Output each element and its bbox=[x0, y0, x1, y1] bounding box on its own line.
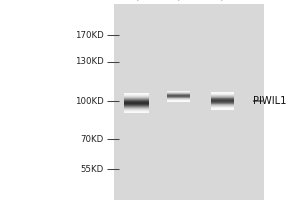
Bar bbox=[167, 95, 190, 96]
Bar bbox=[124, 106, 149, 107]
Bar bbox=[211, 92, 234, 93]
Bar bbox=[211, 97, 234, 98]
Text: 55KD: 55KD bbox=[80, 164, 104, 173]
Bar bbox=[211, 93, 234, 94]
Bar bbox=[124, 110, 149, 111]
Bar bbox=[167, 99, 190, 100]
Bar bbox=[211, 107, 234, 108]
Bar bbox=[211, 104, 234, 105]
Text: 70KD: 70KD bbox=[80, 134, 104, 144]
Bar bbox=[124, 103, 149, 104]
Bar bbox=[211, 108, 234, 109]
Text: 170KD: 170KD bbox=[75, 30, 104, 40]
Bar bbox=[124, 93, 149, 94]
Bar bbox=[211, 96, 234, 97]
Bar bbox=[124, 107, 149, 108]
Bar bbox=[124, 102, 149, 103]
Bar bbox=[124, 101, 149, 102]
Bar bbox=[124, 99, 149, 100]
Bar bbox=[211, 100, 234, 101]
Bar bbox=[167, 101, 190, 102]
Bar bbox=[114, 4, 264, 200]
Bar bbox=[167, 92, 190, 93]
Bar bbox=[124, 95, 149, 96]
Bar bbox=[211, 109, 234, 110]
Bar bbox=[211, 106, 234, 107]
Bar bbox=[124, 105, 149, 106]
Text: PIWIL1: PIWIL1 bbox=[254, 96, 287, 106]
Bar bbox=[167, 100, 190, 101]
Text: 100KD: 100KD bbox=[75, 97, 104, 106]
Bar bbox=[211, 101, 234, 102]
Bar bbox=[124, 108, 149, 109]
Text: 130KD: 130KD bbox=[75, 58, 104, 66]
Bar bbox=[167, 97, 190, 98]
Bar bbox=[124, 100, 149, 101]
Bar bbox=[211, 94, 234, 95]
Bar bbox=[211, 99, 234, 100]
Text: Mouse testis: Mouse testis bbox=[133, 0, 177, 2]
Bar bbox=[211, 102, 234, 103]
Bar bbox=[167, 96, 190, 97]
Bar bbox=[167, 93, 190, 94]
Bar bbox=[167, 90, 190, 91]
Bar bbox=[124, 109, 149, 110]
Text: Rat testis: Rat testis bbox=[217, 0, 251, 2]
Bar bbox=[211, 105, 234, 106]
Bar bbox=[124, 104, 149, 105]
Bar bbox=[124, 97, 149, 98]
Bar bbox=[211, 98, 234, 99]
Bar bbox=[124, 111, 149, 112]
Bar bbox=[167, 94, 190, 95]
Bar bbox=[124, 112, 149, 113]
Bar bbox=[211, 95, 234, 96]
Bar bbox=[167, 91, 190, 92]
Bar bbox=[124, 96, 149, 97]
Bar bbox=[124, 98, 149, 99]
Bar bbox=[124, 94, 149, 95]
Text: Mouse liver: Mouse liver bbox=[174, 0, 214, 2]
Bar bbox=[211, 103, 234, 104]
Bar bbox=[167, 98, 190, 99]
